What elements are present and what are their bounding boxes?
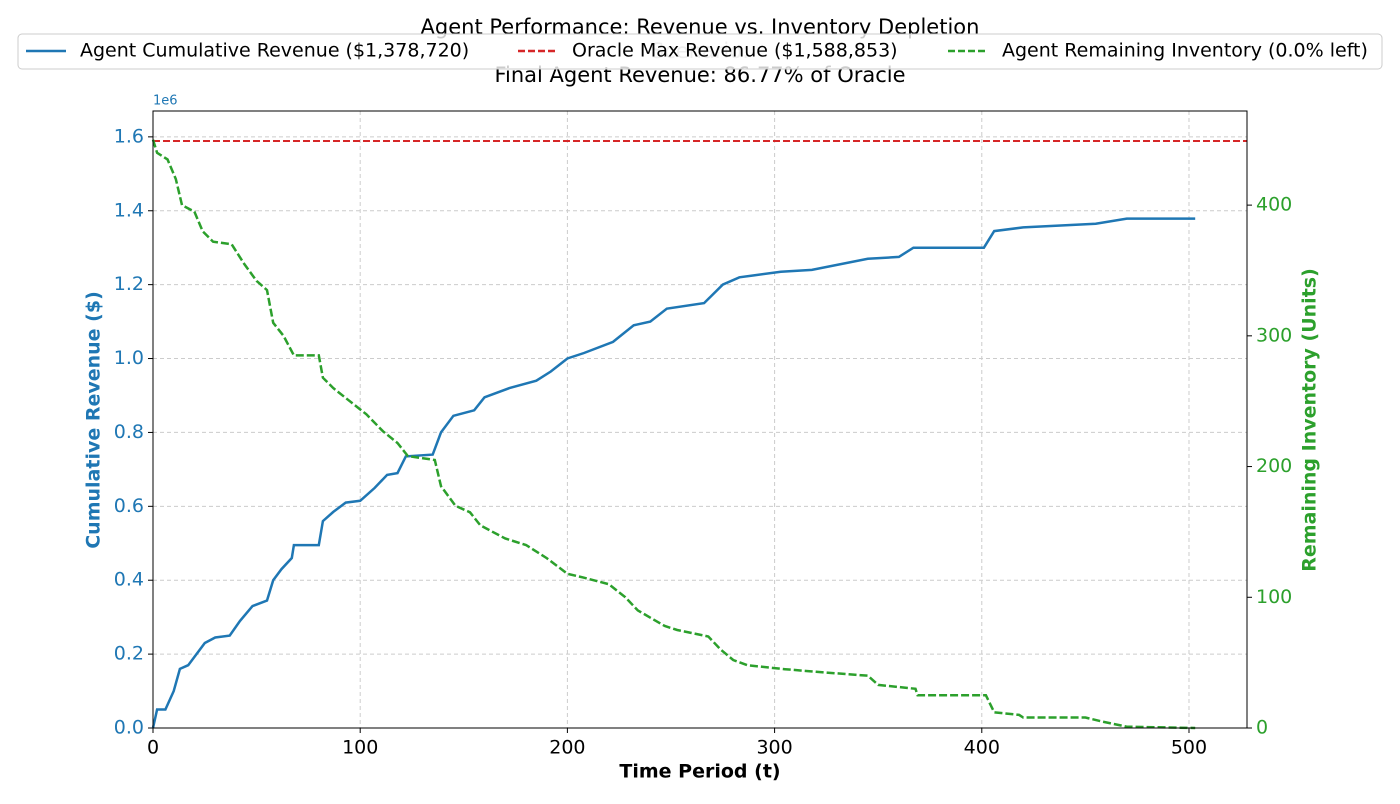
legend-box	[17, 33, 1383, 70]
series-line	[151, 217, 1196, 729]
legend: Agent Cumulative Revenue ($1,378,720) Ora…	[17, 33, 1383, 70]
x-tick-label: 200	[549, 737, 585, 759]
x-tick-label: 500	[1171, 737, 1207, 759]
x-tick-label: 300	[756, 737, 792, 759]
y-tick-label: 1.0	[114, 347, 144, 369]
y-tick-label: 0.0	[114, 717, 144, 739]
y-tick-label: 1.4	[114, 199, 144, 221]
x-tick-label: 400	[964, 737, 1000, 759]
y2-axis-label: Remaining Inventory (Units)	[1299, 268, 1321, 572]
x-tick-label: 100	[342, 737, 378, 759]
y-tick-label: 0.8	[114, 421, 144, 443]
y-tick-label: 0.4	[114, 569, 144, 591]
series-line	[151, 139, 1196, 730]
y-tick-label: 0.6	[114, 495, 144, 517]
y-tick-label: 1.2	[114, 273, 144, 295]
y-axis-label: Cumulative Revenue ($)	[83, 291, 105, 549]
legend-label: Oracle Max Revenue ($1,588,853)	[572, 40, 898, 62]
x-tick-label: 0	[147, 737, 159, 759]
legend-label: Agent Cumulative Revenue ($1,378,720)	[80, 40, 469, 62]
legend-label: Agent Remaining Inventory (0.0% left)	[1002, 40, 1368, 62]
y-tick-label: 0.2	[114, 643, 144, 665]
x-axis-label: Time Period (t)	[619, 761, 780, 783]
y2-tick-label: 400	[1256, 194, 1292, 216]
y2-tick-label: 100	[1256, 586, 1292, 608]
y-offset-label: 1e6	[153, 94, 178, 109]
y2-tick-label: 300	[1256, 324, 1292, 346]
y2-tick-label: 0	[1256, 717, 1268, 739]
y-tick-label: 1.6	[114, 125, 144, 147]
plot-frame	[152, 110, 1248, 729]
y2-tick-label: 200	[1256, 455, 1292, 477]
